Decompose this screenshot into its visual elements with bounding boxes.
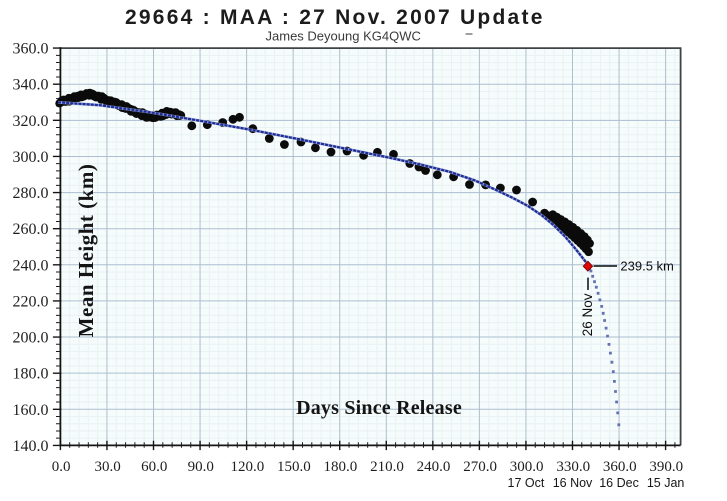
svg-text:60.0: 60.0 — [141, 459, 167, 475]
svg-text:16 Dec: 16 Dec — [599, 476, 639, 490]
svg-text:280.0: 280.0 — [13, 185, 49, 202]
svg-text:200.0: 200.0 — [13, 330, 49, 347]
svg-text:260.0: 260.0 — [13, 221, 49, 238]
svg-text:390.0: 390.0 — [649, 459, 683, 475]
svg-text:15 Jan: 15 Jan — [647, 476, 685, 490]
svg-text:James Deyoung KG4QWC: James Deyoung KG4QWC — [266, 29, 421, 44]
svg-text:330.0: 330.0 — [556, 459, 590, 475]
svg-text:120.0: 120.0 — [230, 459, 264, 475]
svg-text:90.0: 90.0 — [188, 459, 214, 475]
svg-text:Mean Height (km): Mean Height (km) — [74, 164, 98, 338]
svg-text:17 Oct: 17 Oct — [508, 476, 545, 490]
svg-text:240.0: 240.0 — [13, 257, 49, 274]
svg-text:160.0: 160.0 — [13, 402, 49, 419]
svg-text:180.0: 180.0 — [13, 366, 49, 383]
svg-text:30.0: 30.0 — [95, 459, 121, 475]
svg-text:210.0: 210.0 — [370, 459, 404, 475]
svg-text:320.0: 320.0 — [13, 113, 49, 130]
svg-text:29664 : MAA : 27 Nov. 2007 Upd: 29664 : MAA : 27 Nov. 2007 Update — [125, 6, 545, 29]
svg-text:180.0: 180.0 — [324, 459, 358, 475]
svg-text:300.0: 300.0 — [13, 149, 49, 166]
svg-text:360.0: 360.0 — [603, 459, 637, 475]
svg-text:240.0: 240.0 — [417, 459, 451, 475]
svg-text:150.0: 150.0 — [277, 459, 311, 475]
svg-text:16 Nov: 16 Nov — [553, 476, 593, 490]
svg-text:270.0: 270.0 — [463, 459, 497, 475]
svg-text:Days Since Release: Days Since Release — [296, 397, 462, 419]
svg-text:0.0: 0.0 — [52, 459, 71, 475]
svg-text:140.0: 140.0 — [13, 438, 49, 455]
svg-text:220.0: 220.0 — [13, 293, 49, 310]
svg-text:340.0: 340.0 — [13, 77, 49, 94]
svg-text:300.0: 300.0 — [510, 459, 544, 475]
svg-text:26 Nov: 26 Nov — [580, 293, 595, 336]
svg-text:360.0: 360.0 — [13, 41, 49, 58]
svg-text:239.5 km: 239.5 km — [620, 259, 673, 274]
